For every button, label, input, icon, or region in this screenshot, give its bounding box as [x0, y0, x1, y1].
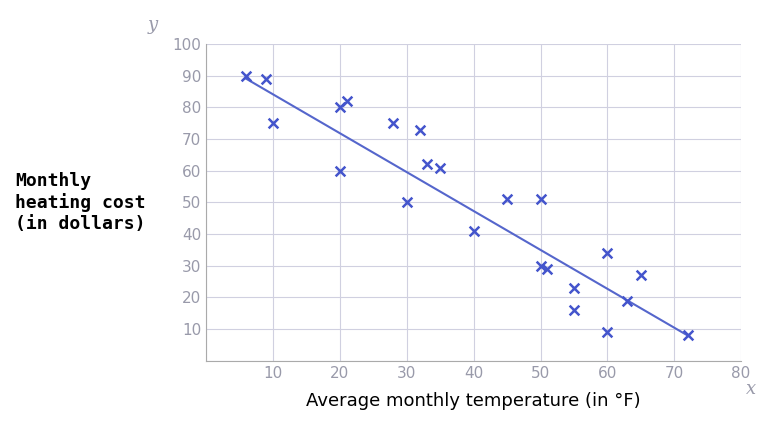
- X-axis label: Average monthly temperature (in °F): Average monthly temperature (in °F): [306, 392, 641, 410]
- Point: [501, 196, 513, 203]
- Point: [240, 72, 252, 79]
- Point: [341, 98, 353, 105]
- Text: Monthly
heating cost
(in dollars): Monthly heating cost (in dollars): [15, 172, 146, 233]
- Point: [635, 272, 647, 279]
- Point: [601, 249, 613, 257]
- Point: [468, 227, 480, 235]
- Text: y: y: [147, 16, 158, 34]
- Point: [334, 104, 346, 111]
- Point: [421, 161, 433, 168]
- Point: [535, 262, 547, 269]
- Point: [621, 297, 633, 304]
- Point: [414, 126, 426, 133]
- Point: [267, 120, 280, 127]
- Point: [400, 199, 413, 206]
- Point: [387, 120, 400, 127]
- Point: [261, 75, 273, 82]
- Text: x: x: [746, 380, 756, 398]
- Point: [601, 329, 613, 336]
- Point: [535, 196, 547, 203]
- Point: [568, 307, 580, 314]
- Point: [681, 332, 694, 339]
- Point: [541, 265, 553, 272]
- Point: [334, 167, 346, 174]
- Point: [434, 164, 446, 171]
- Point: [568, 284, 580, 291]
